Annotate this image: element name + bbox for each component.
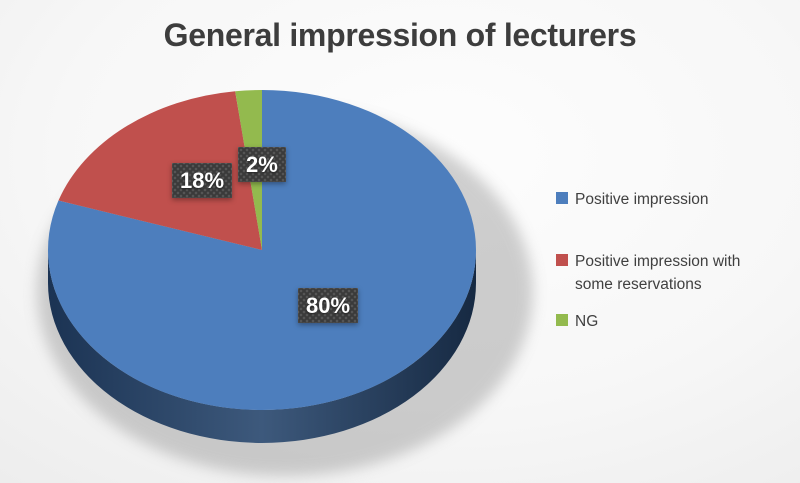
legend-item-ng: NG [556, 310, 761, 333]
pie-side-depth [48, 250, 476, 443]
data-label-ng: 2% [238, 147, 286, 182]
data-label-ng-text: 2% [246, 152, 278, 177]
data-label-positive: 80% [298, 288, 358, 323]
legend-item-reservations: Positive impression with some reservatio… [556, 250, 761, 296]
legend-swatch-positive [556, 192, 568, 204]
data-label-reservations: 18% [172, 163, 232, 198]
legend-label-reservations: Positive impression with some reservatio… [575, 253, 741, 293]
data-label-positive-text: 80% [306, 293, 351, 318]
data-label-reservations-text: 18% [180, 168, 225, 193]
pie-slice-1 [58, 91, 262, 250]
pie-slices [47, 90, 476, 411]
chart-title: General impression of lecturers [163, 17, 637, 53]
legend-label-positive: Positive impression [575, 191, 709, 208]
legend-label-ng: NG [575, 313, 599, 330]
legend-swatch-ng [556, 314, 568, 326]
legend: Positive impression Positive impression … [556, 0, 776, 483]
legend-swatch-reservations [556, 254, 568, 266]
pie-slice-0 [47, 90, 476, 411]
legend-item-positive: Positive impression [556, 188, 761, 211]
